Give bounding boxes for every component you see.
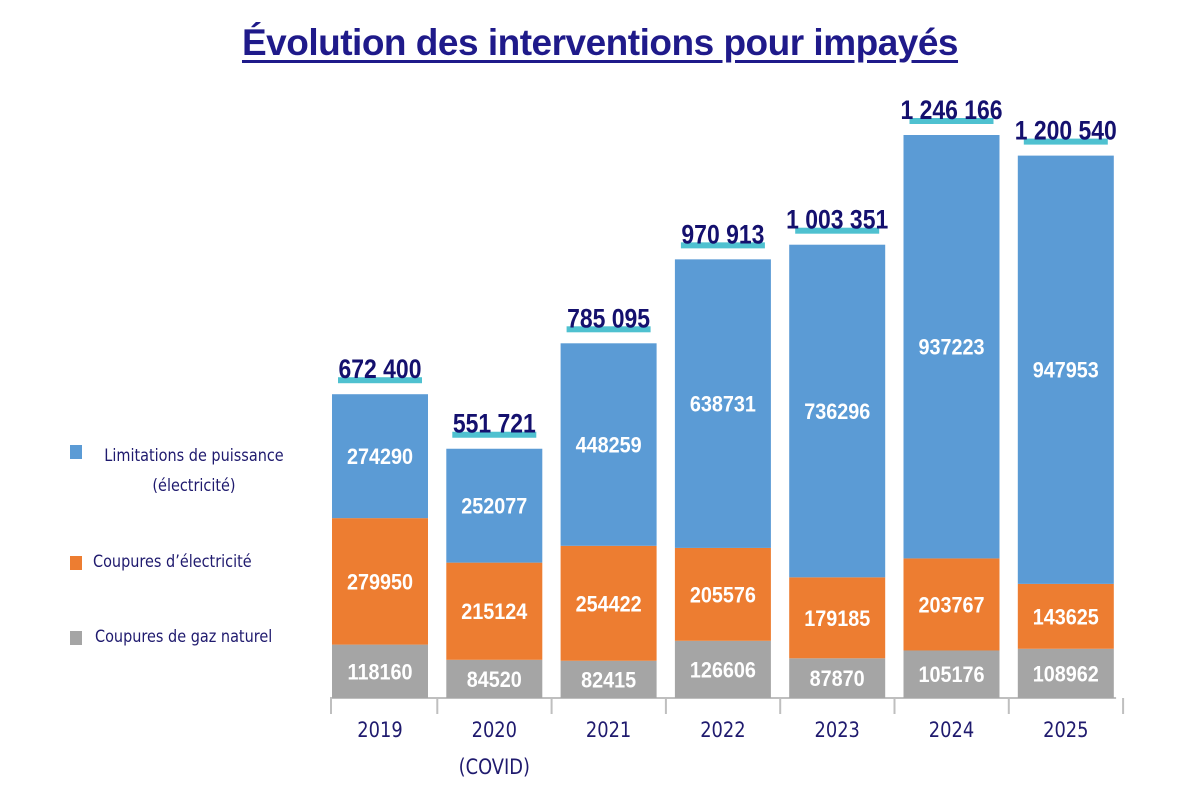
- bar-data-label: 937223: [918, 336, 984, 360]
- legend-label-coupures-gaz: Coupures de gaz naturel: [95, 627, 273, 647]
- bar-segment: [789, 244, 886, 578]
- bar-data-label: 105176: [918, 663, 984, 687]
- bar-segment: [560, 545, 657, 661]
- x-tick-label: (COVID): [459, 755, 530, 780]
- total-label: 1 003 351: [786, 205, 888, 235]
- bar-segment: [1017, 648, 1114, 698]
- total-underline: [795, 227, 880, 234]
- total-underline: [338, 377, 422, 384]
- bar-data-label: 203767: [918, 594, 984, 618]
- bar-segment: [332, 518, 428, 645]
- bar-segment: [903, 650, 1000, 698]
- total-label: 970 913: [681, 220, 764, 250]
- bar-segment: [446, 659, 543, 698]
- bar-data-label: 254422: [576, 592, 642, 616]
- bar-data-label: 108962: [1033, 662, 1099, 686]
- bar-data-label: 215124: [461, 600, 527, 624]
- bar-data-label: 143625: [1033, 605, 1099, 629]
- total-label: 551 721: [453, 409, 536, 439]
- total-underline: [909, 118, 994, 124]
- x-tick-label: 2021: [586, 718, 631, 743]
- legend-swatch-limitations: [70, 445, 82, 459]
- bar-data-label: 179185: [804, 607, 870, 631]
- legend-label-coupures-elec: Coupures d’électricité: [93, 552, 252, 572]
- bar-segment: [560, 343, 657, 546]
- total-underline: [452, 431, 537, 438]
- bar-data-label: 947953: [1033, 359, 1099, 383]
- x-tick-label: 2023: [815, 718, 860, 743]
- bar-segment: [560, 660, 657, 698]
- bar-data-label: 205576: [690, 583, 756, 607]
- x-tick-label: 2024: [929, 718, 974, 743]
- total-label: 1 200 540: [1015, 116, 1117, 146]
- bar-segment: [789, 577, 886, 659]
- bar-segment: [446, 448, 543, 563]
- bar-segment: [1017, 155, 1114, 584]
- bar-data-label: 118160: [348, 660, 413, 684]
- legend-swatch-coupures-elec: [70, 556, 82, 570]
- bar-data-label: 84520: [467, 668, 522, 692]
- bar-data-label: 82415: [581, 668, 636, 692]
- bar-segment: [789, 658, 886, 698]
- bar-data-label: 87870: [810, 667, 865, 691]
- legend-label-limitations: Limitations de puissance (électricité): [104, 446, 284, 496]
- bar-segment: [674, 547, 771, 641]
- bar-segment: [1017, 583, 1114, 649]
- bar-segment: [903, 558, 1000, 651]
- x-tick-label: 2019: [357, 718, 402, 743]
- bar-data-label: 638731: [690, 393, 756, 417]
- bar-data-label: 279950: [347, 570, 413, 594]
- total-label: 785 095: [567, 304, 650, 334]
- legend-swatch-coupures-gaz: [70, 631, 82, 645]
- bar-segment: [332, 394, 428, 519]
- total-underline: [1023, 138, 1108, 145]
- bar-segment: [674, 259, 771, 548]
- bar-data-label: 252077: [461, 495, 527, 519]
- x-tick-label: 2020: [472, 718, 517, 743]
- bar-data-label: 736296: [804, 400, 870, 424]
- x-tick-label: 2022: [700, 718, 745, 743]
- chart-title: Évolution des interventions pour impayés: [241, 22, 959, 63]
- total-underline: [680, 242, 765, 249]
- total-label: 1 246 166: [900, 95, 1002, 125]
- bar-segment: [332, 644, 428, 698]
- bar-segment: [674, 640, 771, 698]
- bar-data-label: 274290: [347, 445, 413, 469]
- total-label: 672 400: [339, 355, 422, 385]
- bar-segment: [446, 562, 543, 660]
- x-tick-label: 2025: [1043, 718, 1088, 743]
- bar-segment: [903, 135, 1000, 559]
- bar-data-label: 448259: [576, 434, 642, 458]
- total-underline: [566, 326, 651, 333]
- bar-data-label: 126606: [690, 658, 756, 682]
